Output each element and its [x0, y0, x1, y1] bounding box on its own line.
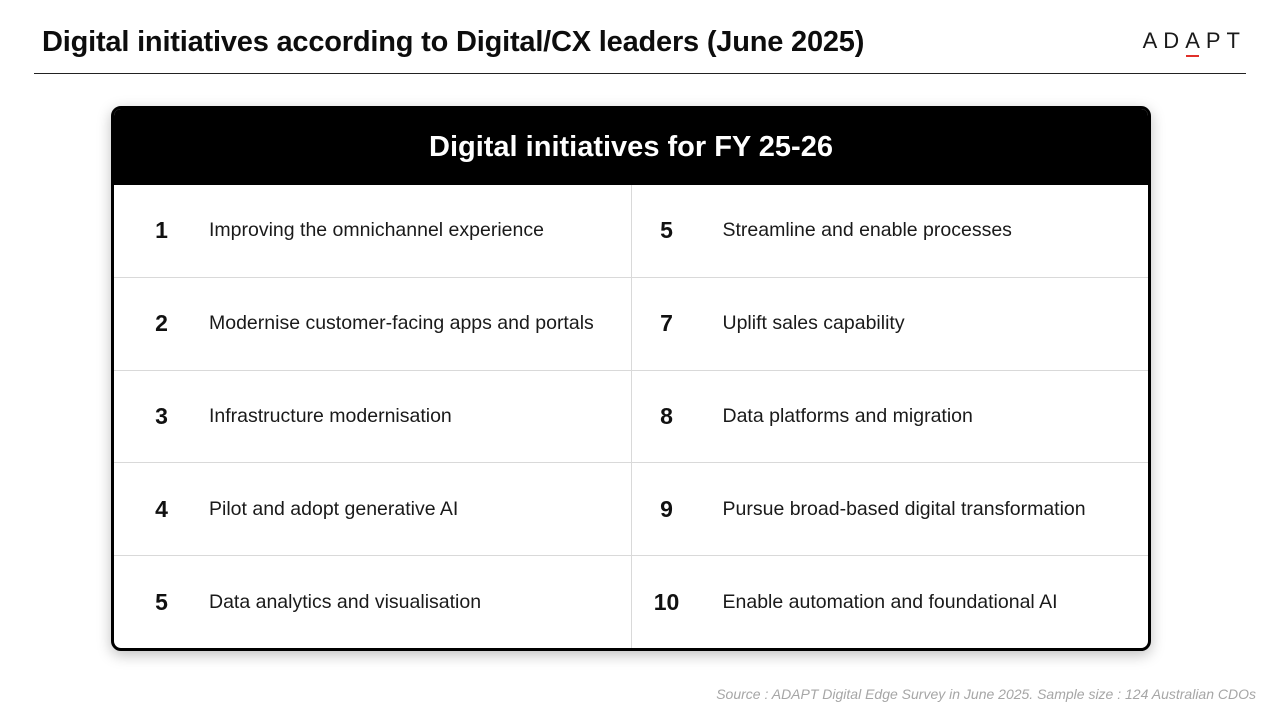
list-item: 5 Data analytics and visualisation [114, 556, 631, 648]
list-item: 4 Pilot and adopt generative AI [114, 463, 631, 557]
rank-number: 9 [660, 495, 673, 522]
list-item: 5 Streamline and enable processes [631, 185, 1148, 278]
initiative-label: Enable automation and foundational AI [722, 590, 1058, 613]
rank-number: 3 [155, 402, 168, 429]
initiative-label: Data analytics and visualisation [209, 590, 482, 613]
list-item: 2 Modernise customer-facing apps and por… [114, 278, 631, 371]
initiatives-card: Digital initiatives for FY 25-26 1 Impro… [111, 106, 1151, 651]
logo-text-end: PT [1205, 28, 1246, 53]
initiative-label: Uplift sales capability [722, 312, 905, 335]
adapt-logo: ADAPT [1142, 28, 1246, 57]
initiative-label: Infrastructure modernisation [209, 404, 452, 427]
initiative-label: Pursue broad-based digital transformatio… [722, 497, 1086, 520]
rank-number: 5 [660, 217, 673, 244]
list-item: 3 Infrastructure modernisation [114, 371, 631, 464]
logo-accent-letter: A [1185, 28, 1206, 57]
source-note: Source : ADAPT Digital Edge Survey in Ju… [716, 686, 1256, 702]
initiatives-column-right: 5 Streamline and enable processes 7 Upli… [631, 185, 1149, 648]
list-item: 7 Uplift sales capability [631, 278, 1148, 371]
initiative-label: Streamline and enable processes [722, 219, 1012, 242]
initiative-label: Modernise customer-facing apps and porta… [209, 312, 594, 335]
list-item: 9 Pursue broad-based digital transformat… [631, 463, 1148, 557]
rank-number: 5 [155, 588, 168, 615]
initiatives-column-left: 1 Improving the omnichannel experience 2… [114, 185, 632, 648]
rank-number: 7 [660, 310, 673, 337]
title-divider [34, 73, 1246, 74]
card-title: Digital initiatives for FY 25-26 [114, 109, 1148, 185]
rank-number: 1 [155, 217, 168, 244]
initiatives-grid: 1 Improving the omnichannel experience 2… [114, 185, 1148, 648]
rank-number: 10 [653, 588, 680, 615]
list-item: 1 Improving the omnichannel experience [114, 185, 631, 278]
list-item: 10 Enable automation and foundational AI [632, 556, 1149, 648]
logo-text-start: AD [1142, 28, 1186, 53]
initiative-label: Pilot and adopt generative AI [209, 497, 459, 520]
initiative-label: Improving the omnichannel experience [209, 219, 544, 242]
rank-number: 4 [155, 495, 168, 522]
page-title: Digital initiatives according to Digital… [42, 26, 865, 58]
rank-number: 2 [155, 310, 168, 337]
rank-number: 8 [660, 402, 673, 429]
list-item: 8 Data platforms and migration [631, 371, 1148, 464]
initiative-label: Data platforms and migration [722, 404, 973, 427]
